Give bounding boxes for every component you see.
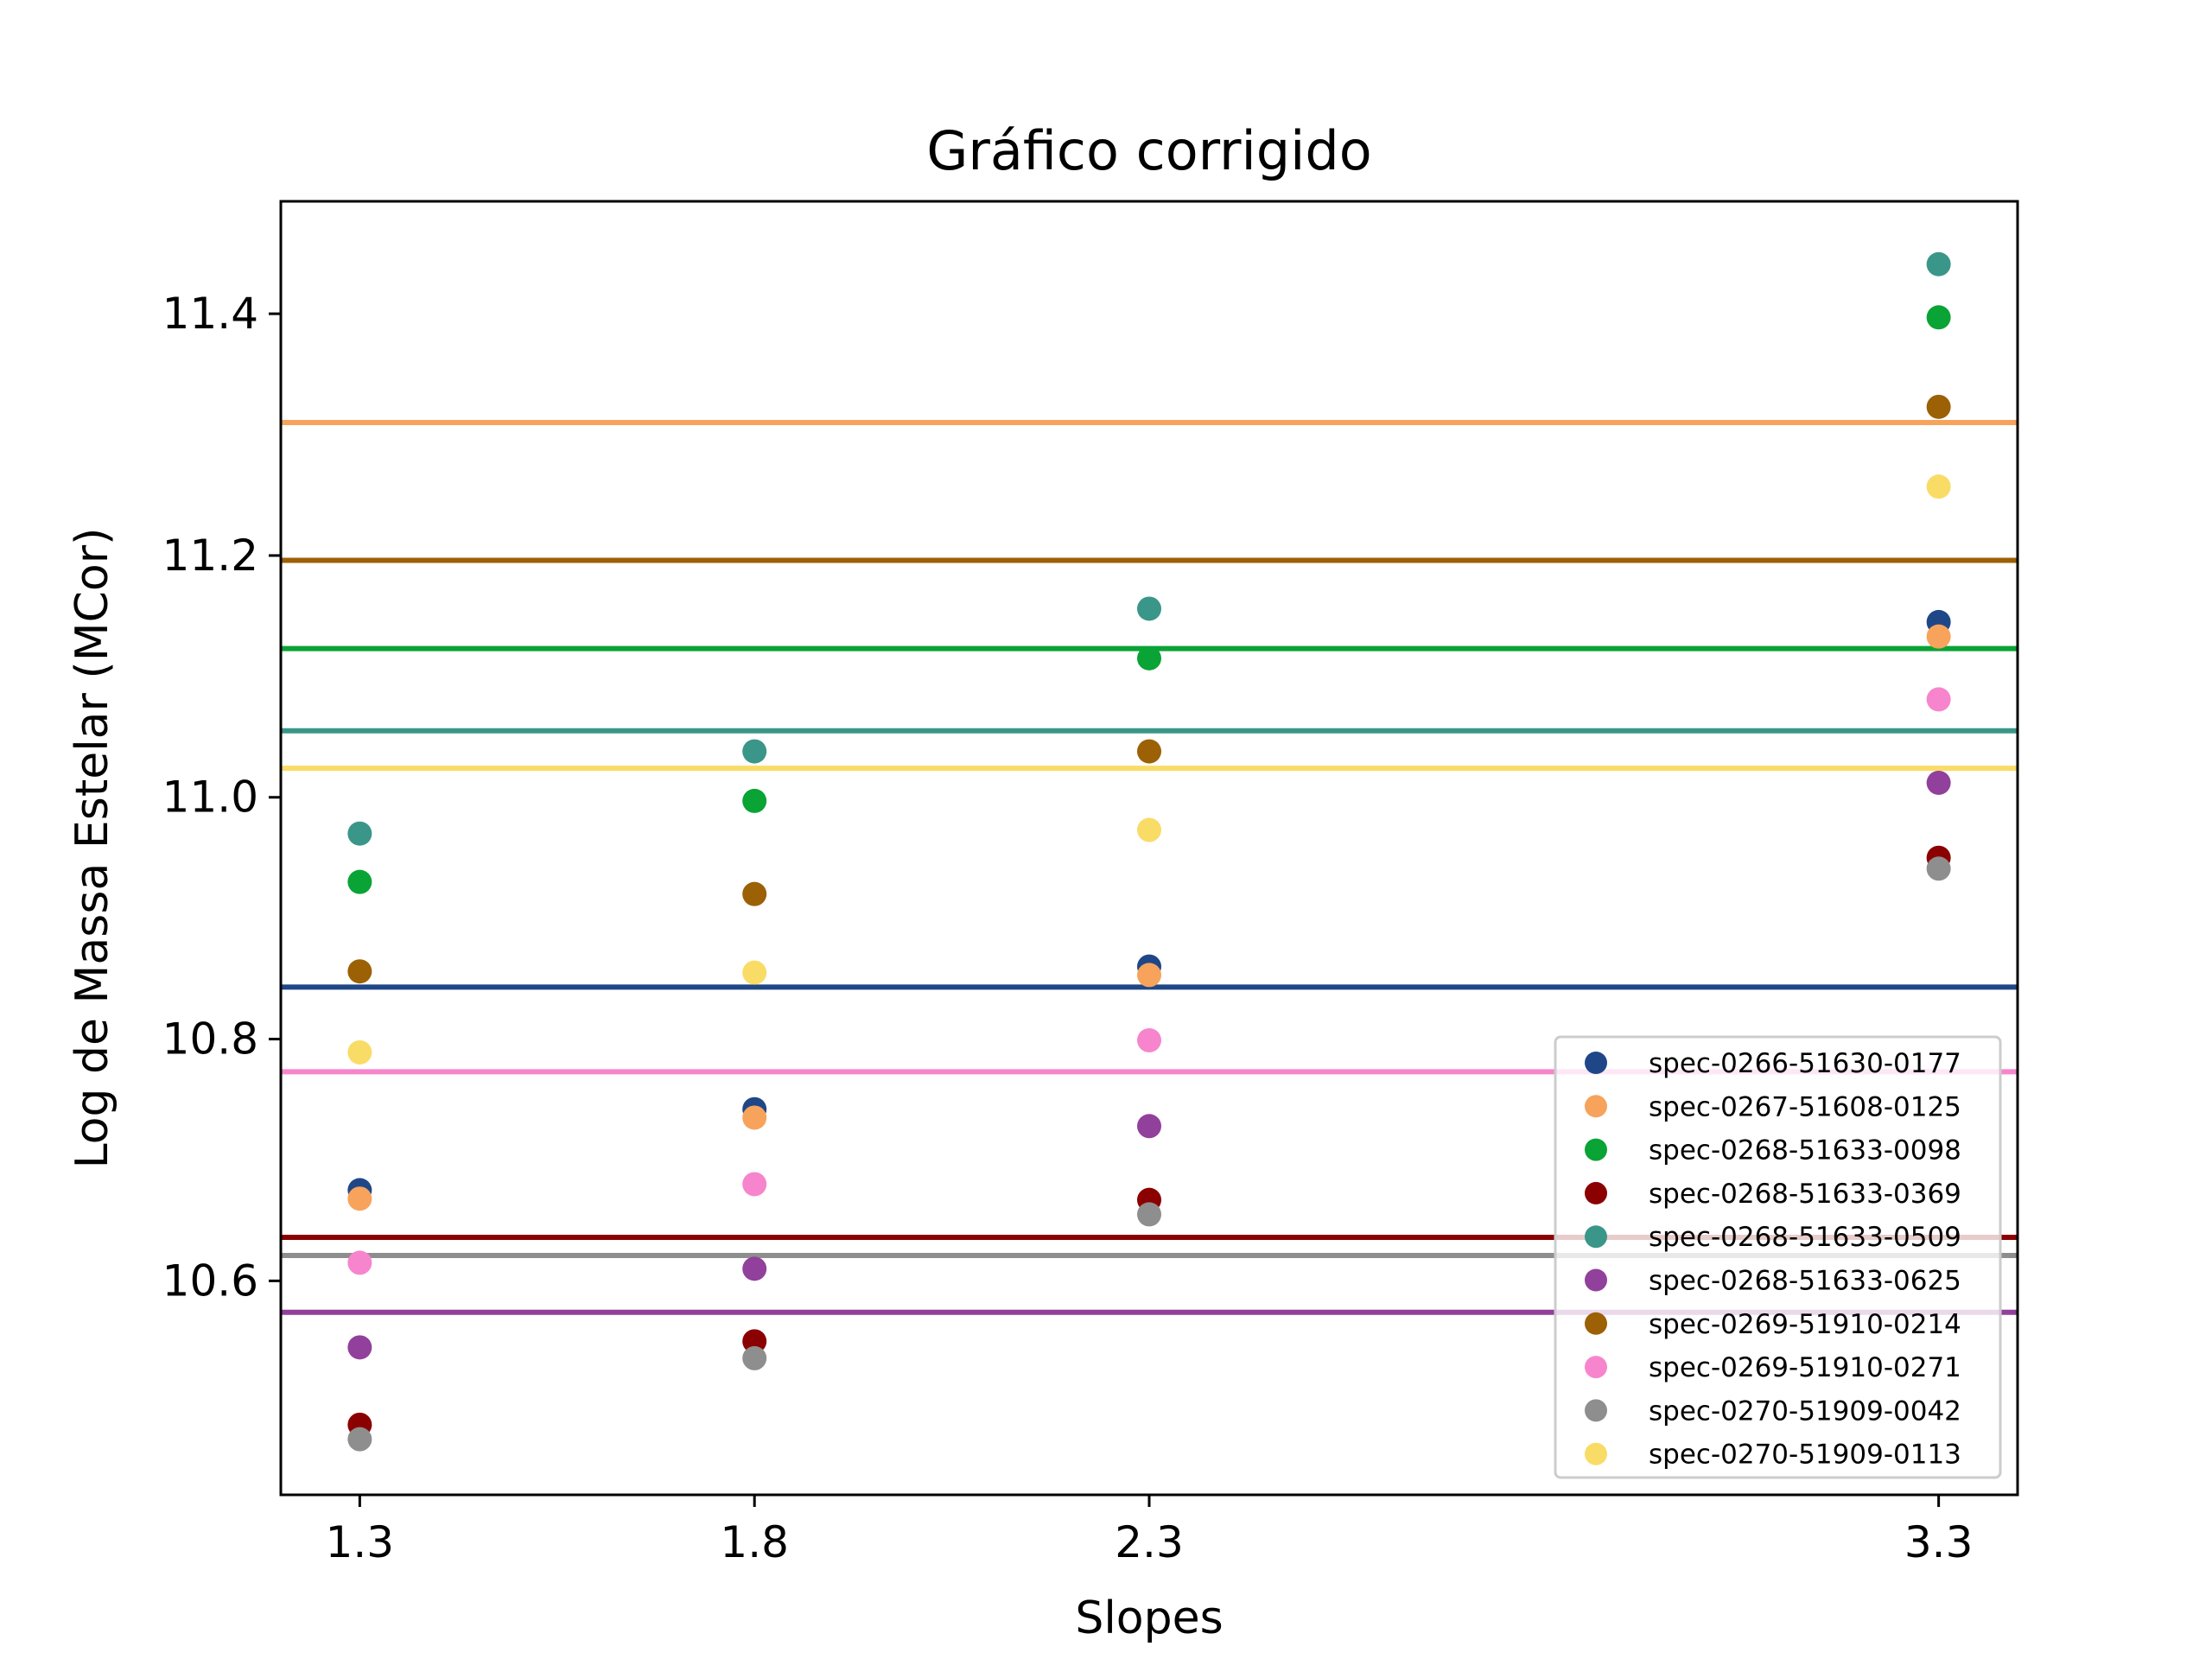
legend-marker (1585, 1052, 1607, 1074)
point-spec-0269-51910-0214-1 (742, 881, 767, 906)
point-spec-0268-51633-0509-1 (742, 739, 767, 764)
y-tick-label: 11.0 (162, 772, 258, 823)
point-spec-0268-51633-0625-3 (1926, 770, 1951, 795)
legend-entry: spec-0268-51633-0625 (1649, 1266, 1961, 1297)
point-spec-0268-51633-0098-1 (742, 788, 767, 813)
point-spec-0270-51909-0042-1 (742, 1345, 767, 1370)
scatter-points (347, 251, 1951, 1452)
point-spec-0268-51633-0509-0 (347, 821, 372, 846)
point-spec-0268-51633-0625-2 (1137, 1114, 1161, 1139)
point-spec-0270-51909-0113-0 (347, 1039, 372, 1065)
legend: spec-0266-51630-0177 spec-0267-51608-0125… (1554, 1035, 2002, 1479)
legend-marker (1585, 1442, 1607, 1465)
point-spec-0268-51633-0098-3 (1926, 305, 1951, 330)
x-axis-label: Slopes (1075, 1592, 1223, 1644)
point-spec-0267-51608-0125-3 (1926, 624, 1951, 649)
legend-entry: spec-0270-51909-0113 (1649, 1440, 1961, 1471)
chart-title: Gráfico corrigido (926, 119, 1371, 182)
y-axis-ticks: 10.6 10.8 11.0 11.2 11.4 (162, 289, 281, 1306)
legend-entry: spec-0267-51608-0125 (1649, 1091, 1961, 1122)
legend-marker (1585, 1138, 1607, 1161)
point-spec-0269-51910-0271-0 (347, 1250, 372, 1275)
y-tick-label: 11.4 (162, 289, 258, 339)
point-spec-0267-51608-0125-1 (742, 1105, 767, 1130)
point-spec-0268-51633-0509-2 (1137, 596, 1161, 621)
legend-entry: spec-0268-51633-0369 (1649, 1179, 1961, 1210)
point-spec-0269-51910-0214-2 (1137, 739, 1161, 764)
y-tick-label: 10.8 (162, 1014, 258, 1065)
legend-entry: spec-0269-51910-0214 (1649, 1309, 1961, 1340)
y-tick-label: 10.6 (162, 1255, 258, 1306)
point-spec-0267-51608-0125-2 (1137, 963, 1161, 988)
point-spec-0269-51910-0271-1 (742, 1172, 767, 1197)
y-axis-label: Log de Massa Estelar (MCor) (67, 528, 118, 1169)
x-tick-label: 1.8 (720, 1517, 789, 1567)
x-tick-label: 2.3 (1115, 1517, 1184, 1567)
point-spec-0269-51910-0271-2 (1137, 1027, 1161, 1052)
point-spec-0270-51909-0113-2 (1137, 817, 1161, 842)
point-spec-0267-51608-0125-0 (347, 1186, 372, 1211)
point-spec-0270-51909-0113-1 (742, 960, 767, 985)
legend-marker (1585, 1225, 1607, 1249)
legend-entry: spec-0266-51630-0177 (1649, 1048, 1961, 1079)
point-spec-0270-51909-0042-2 (1137, 1202, 1161, 1227)
point-spec-0270-51909-0042-3 (1926, 856, 1951, 881)
point-spec-0270-51909-0042-0 (347, 1427, 372, 1452)
legend-entry: spec-0268-51633-0098 (1649, 1135, 1961, 1166)
legend-entry: spec-0270-51909-0042 (1649, 1395, 1961, 1427)
point-spec-0268-51633-0369-1 (742, 1329, 767, 1354)
point-spec-0268-51633-0625-0 (347, 1335, 372, 1360)
point-spec-0269-51910-0214-0 (347, 959, 372, 984)
point-spec-0269-51910-0214-3 (1926, 394, 1951, 419)
point-spec-0268-51633-0509-3 (1926, 251, 1951, 276)
legend-marker (1585, 1095, 1607, 1118)
point-spec-0268-51633-0098-2 (1137, 645, 1161, 671)
y-tick-label: 11.2 (162, 531, 258, 581)
x-tick-label: 3.3 (1904, 1517, 1974, 1567)
x-tick-label: 1.3 (326, 1517, 395, 1567)
legend-box (1554, 1035, 2002, 1479)
point-spec-0270-51909-0113-3 (1926, 474, 1951, 499)
legend-entry: spec-0269-51910-0271 (1649, 1352, 1961, 1383)
x-axis-ticks: 1.3 1.8 2.3 3.3 (326, 1495, 1974, 1567)
legend-marker (1585, 1268, 1607, 1292)
point-spec-0269-51910-0271-3 (1926, 687, 1951, 712)
legend-marker (1585, 1312, 1607, 1335)
point-spec-0268-51633-0098-0 (347, 869, 372, 894)
legend-marker (1585, 1356, 1607, 1379)
legend-marker (1585, 1181, 1607, 1205)
legend-entry: spec-0268-51633-0509 (1649, 1222, 1961, 1253)
point-spec-0268-51633-0625-1 (742, 1256, 767, 1281)
legend-marker (1585, 1399, 1607, 1422)
